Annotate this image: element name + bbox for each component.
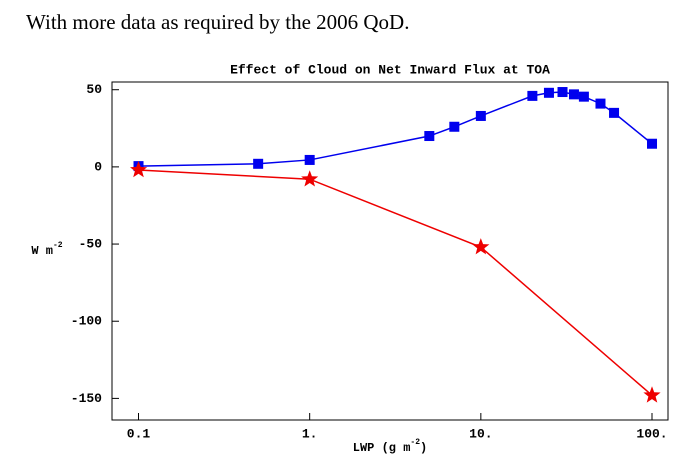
square-marker <box>647 138 658 149</box>
y-tick-label: 0 <box>94 159 102 174</box>
y-tick-label: -50 <box>79 236 103 251</box>
x-tick-label: 10. <box>469 426 492 441</box>
square-marker <box>304 154 315 165</box>
square-marker <box>609 107 620 118</box>
x-tick-label: 1. <box>302 426 318 441</box>
star-marker <box>472 238 490 255</box>
plot-frame <box>111 81 669 421</box>
square-marker <box>595 98 606 109</box>
square-marker <box>527 90 538 101</box>
square-marker <box>543 87 554 98</box>
x-tick-label: 0.1 <box>127 426 151 441</box>
square-marker <box>568 89 579 100</box>
series-line <box>138 91 653 167</box>
x-label: LWP (g m-2) <box>353 438 427 455</box>
square-marker <box>449 121 460 132</box>
x-tick-label: 100. <box>636 426 667 441</box>
square-marker <box>475 110 486 121</box>
series-line <box>138 169 653 396</box>
chart-title: Effect of Cloud on Net Inward Flux at TO… <box>230 62 550 77</box>
y-label: W m-2 <box>31 241 62 258</box>
square-marker <box>578 91 589 102</box>
star-marker <box>643 386 661 403</box>
star-marker <box>301 170 319 187</box>
caption: With more data as required by the 2006 Q… <box>26 10 409 34</box>
star-marker <box>130 161 148 178</box>
y-tick-label: -150 <box>71 391 102 406</box>
square-marker <box>557 87 568 98</box>
y-tick-label: -100 <box>71 314 102 329</box>
square-marker <box>424 131 435 142</box>
y-tick-label: 50 <box>86 82 102 97</box>
square-marker <box>253 158 264 169</box>
